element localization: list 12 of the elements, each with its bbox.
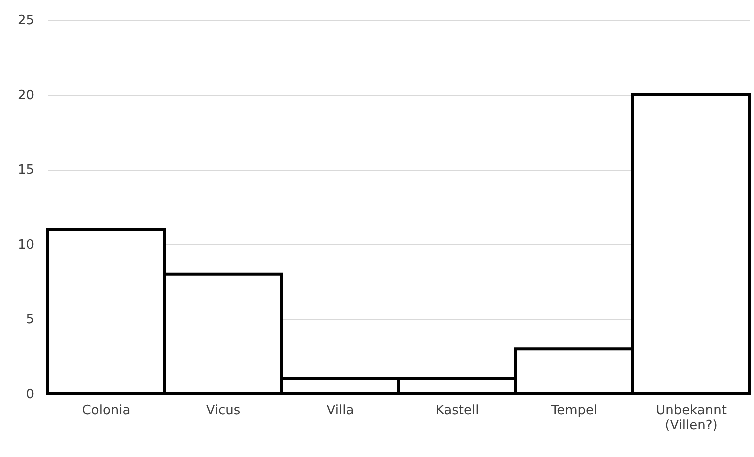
x-tick-label: Vicus xyxy=(206,404,241,418)
x-tick-label: Colonia xyxy=(82,404,131,418)
x-tick-label: Kastell xyxy=(436,404,480,418)
y-tick-label: 15 xyxy=(18,163,34,178)
x-tick-label: Tempel xyxy=(550,404,598,418)
y-tick-label: 5 xyxy=(26,312,34,328)
y-tick-label: 25 xyxy=(18,14,34,28)
y-tick-label: 10 xyxy=(18,238,34,253)
y-tick-label: 20 xyxy=(18,88,34,104)
x-tick-label: Villa xyxy=(326,404,354,418)
y-tick-label: 0 xyxy=(26,388,34,402)
x-tick-label: Unbekannt (Villen?) xyxy=(656,404,727,434)
